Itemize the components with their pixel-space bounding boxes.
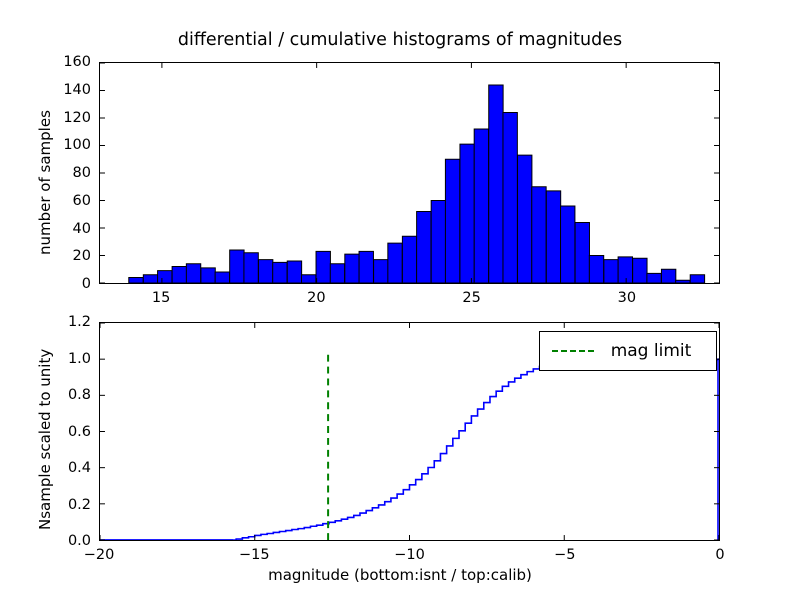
bottom-panel-ytick-label: 0.4 (40, 460, 91, 476)
histogram-bar (215, 272, 229, 283)
cumulative-curve (100, 359, 719, 540)
histogram-bar (676, 280, 690, 283)
top-panel-xtick-label: 20 (307, 290, 325, 306)
histogram-bar (316, 251, 330, 283)
histogram-bar (287, 261, 301, 283)
histogram-bar (374, 260, 388, 283)
legend-label-mag-limit: mag limit (594, 341, 716, 361)
histogram-plot-area (100, 63, 719, 283)
legend-box: mag limit (539, 331, 717, 371)
top-panel-ytick-label: 20 (40, 248, 91, 264)
histogram-axes (99, 62, 720, 284)
histogram-bar (474, 129, 488, 283)
histogram-bar (273, 262, 287, 283)
bottom-panel-ytick-label: 0.2 (40, 497, 91, 513)
histogram-bar (230, 250, 244, 283)
bottom-panel-ytick-label: 1.2 (40, 314, 91, 330)
histogram-bar (431, 201, 445, 284)
histogram-bar (417, 212, 431, 284)
histogram-bar (345, 254, 359, 283)
bottom-panel-xtick-label: −20 (84, 547, 115, 563)
histogram-bar (647, 273, 661, 283)
bottom-panel-ytick-label: 0.8 (40, 387, 91, 403)
histogram-bar (143, 275, 157, 283)
bottom-panel-xtick-label: −5 (554, 547, 575, 563)
histogram-bar (460, 144, 474, 283)
histogram-bar (575, 223, 589, 284)
bottom-panel-xtick-label: 0 (715, 547, 724, 563)
histogram-bar (359, 251, 373, 283)
histogram-bar (129, 278, 143, 284)
histogram-bar (201, 268, 215, 283)
histogram-bar (445, 159, 459, 283)
top-panel-ytick-label: 100 (40, 137, 91, 153)
top-panel-ytick-label: 40 (40, 221, 91, 237)
histogram-bar (244, 253, 258, 283)
histogram-bar (186, 264, 200, 283)
figure-canvas: differential / cumulative histograms of … (0, 0, 800, 600)
top-panel-xtick-label: 25 (462, 290, 480, 306)
figure-title: differential / cumulative histograms of … (0, 30, 800, 50)
histogram-bar (258, 260, 272, 283)
histogram-bar (172, 267, 186, 284)
top-panel-ytick-label: 160 (40, 54, 91, 70)
histogram-bar (532, 187, 546, 283)
histogram-bar (633, 258, 647, 283)
bottom-panel-xtick-label: −10 (394, 547, 425, 563)
bottom-panel-xtick-label: −15 (239, 547, 270, 563)
histogram-bar (388, 243, 402, 283)
top-panel-ytick-label: 0 (40, 276, 91, 292)
histogram-bar (546, 191, 560, 283)
histogram-bar (561, 206, 575, 283)
top-panel-ytick-label: 120 (40, 110, 91, 126)
bottom-panel-ytick-label: 0.6 (40, 424, 91, 440)
top-panel-xtick-label: 30 (618, 290, 636, 306)
histogram-bar (489, 85, 503, 283)
histogram-bar (330, 264, 344, 283)
histogram-bar (690, 275, 704, 283)
bottom-panel-xlabel: magnitude (bottom:isnt / top:calib) (0, 566, 800, 584)
top-panel-ytick-label: 80 (40, 165, 91, 181)
histogram-bar (402, 236, 416, 283)
histogram-bar (604, 260, 618, 283)
histogram-bar (158, 271, 172, 283)
histogram-bar (661, 269, 675, 283)
histogram-bar (589, 256, 603, 284)
mag-limit-line-icon (552, 350, 594, 352)
top-panel-ytick-label: 140 (40, 82, 91, 98)
histogram-bar (518, 155, 532, 283)
top-panel-xtick-label: 15 (152, 290, 170, 306)
bottom-panel-ytick-label: 1.0 (40, 351, 91, 367)
histogram-bar (503, 113, 517, 284)
histogram-bar (301, 275, 315, 283)
top-panel-ytick-label: 60 (40, 193, 91, 209)
histogram-bar (618, 257, 632, 283)
